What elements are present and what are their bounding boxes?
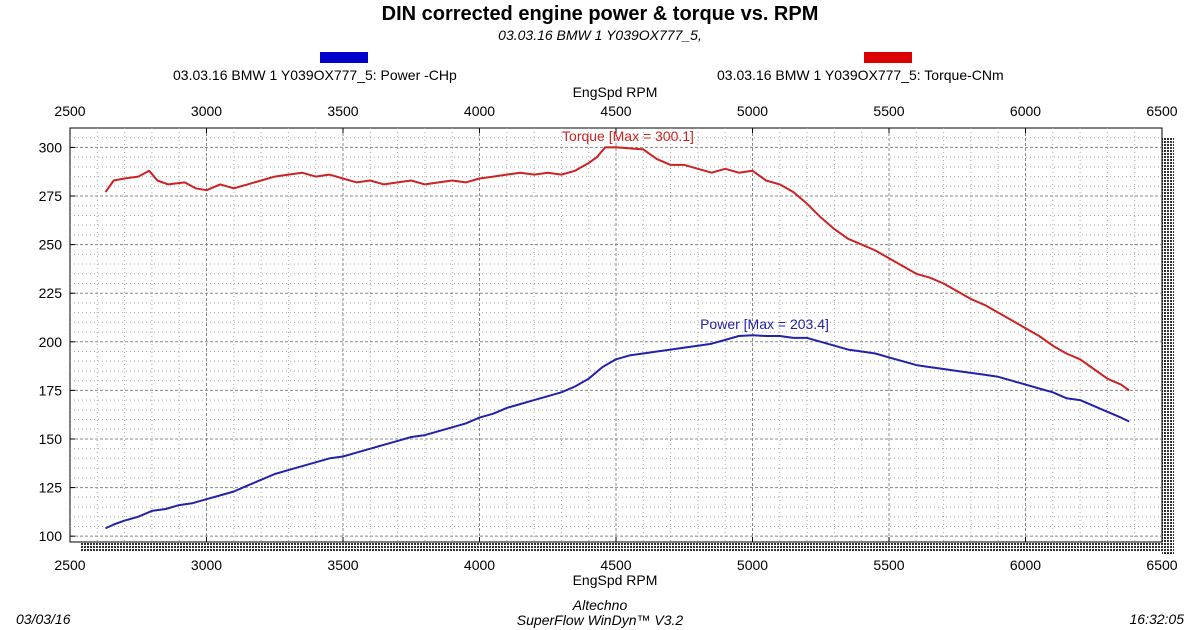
x-tick-label-top: 6500: [1146, 103, 1177, 119]
legend-torque-label: 03.03.16 BMW 1 Y039OX777_5: Torque-CNm: [717, 67, 1004, 83]
y-tick-label: 125: [39, 480, 63, 496]
x-tick-label-top: 4500: [600, 103, 631, 119]
series-lines: [104, 146, 1130, 530]
x-tick-label-top: 5000: [737, 103, 768, 119]
x-tick-label-top: 4000: [464, 103, 495, 119]
chart-title: DIN corrected engine power & torque vs. …: [381, 3, 819, 25]
x-tick-label-bottom: 3000: [191, 557, 222, 573]
annotation-torque-max: Torque [Max = 300.1]: [562, 128, 694, 144]
series-line-power: [105, 334, 1130, 530]
y-tick-label: 275: [39, 188, 63, 204]
grid-lines: [70, 128, 1162, 542]
series-annotations: Torque [Max = 300.1] Power [Max = 203.4]: [562, 128, 829, 332]
x-tick-label-bottom: 5000: [737, 557, 768, 573]
x-tick-label-top: 3000: [191, 103, 222, 119]
y-tick-label: 300: [39, 139, 63, 155]
shadow-right: [1162, 138, 1174, 554]
x-tick-label-top: 3500: [327, 103, 358, 119]
x-tick-label-bottom: 2500: [54, 557, 85, 573]
x-tick-label-bottom: 4500: [600, 557, 631, 573]
legend-power-swatch: [320, 52, 368, 63]
shadow-bottom: [80, 542, 1174, 552]
x-tick-label-bottom: 6000: [1010, 557, 1041, 573]
y-tick-label: 200: [39, 334, 63, 350]
annotation-power-max: Power [Max = 203.4]: [700, 316, 829, 332]
x-tick-label-bottom: 3500: [327, 557, 358, 573]
footer-software: SuperFlow WinDyn™ V3.2: [516, 612, 684, 628]
x-tick-label-bottom: 6500: [1146, 557, 1177, 573]
y-tick-label: 150: [39, 431, 63, 447]
footer-time: 16:32:05: [1129, 611, 1185, 627]
y-tick-label: 250: [39, 237, 63, 253]
x-tick-label-top: 6000: [1010, 103, 1041, 119]
series-line-torque: [104, 146, 1130, 392]
x-tick-label-bottom: 5500: [873, 557, 904, 573]
x-axis-title-bottom: EngSpd RPM: [572, 572, 658, 588]
y-tick-label: 100: [39, 528, 63, 544]
x-tick-label-top: 5500: [873, 103, 904, 119]
x-axis-title-top: EngSpd RPM: [572, 84, 658, 100]
y-tick-label: 175: [39, 382, 63, 398]
footer-company: Altechno: [572, 597, 628, 613]
legend-power-label: 03.03.16 BMW 1 Y039OX777_5: Power -CHp: [173, 67, 457, 83]
x-tick-label-bottom: 4000: [464, 557, 495, 573]
y-tick-label: 225: [39, 285, 63, 301]
axis-ticks: 2500 2500 3000 3000 3500 3500 4000 4000 4500 4500…: [39, 103, 1178, 573]
x-tick-label-top: 2500: [54, 103, 85, 119]
chart-subtitle: 03.03.16 BMW 1 Y039OX777_5,: [498, 27, 702, 43]
plot-shadow: [80, 138, 1174, 554]
legend-torque-swatch: [864, 52, 912, 63]
footer-date: 03/03/16: [16, 611, 71, 627]
